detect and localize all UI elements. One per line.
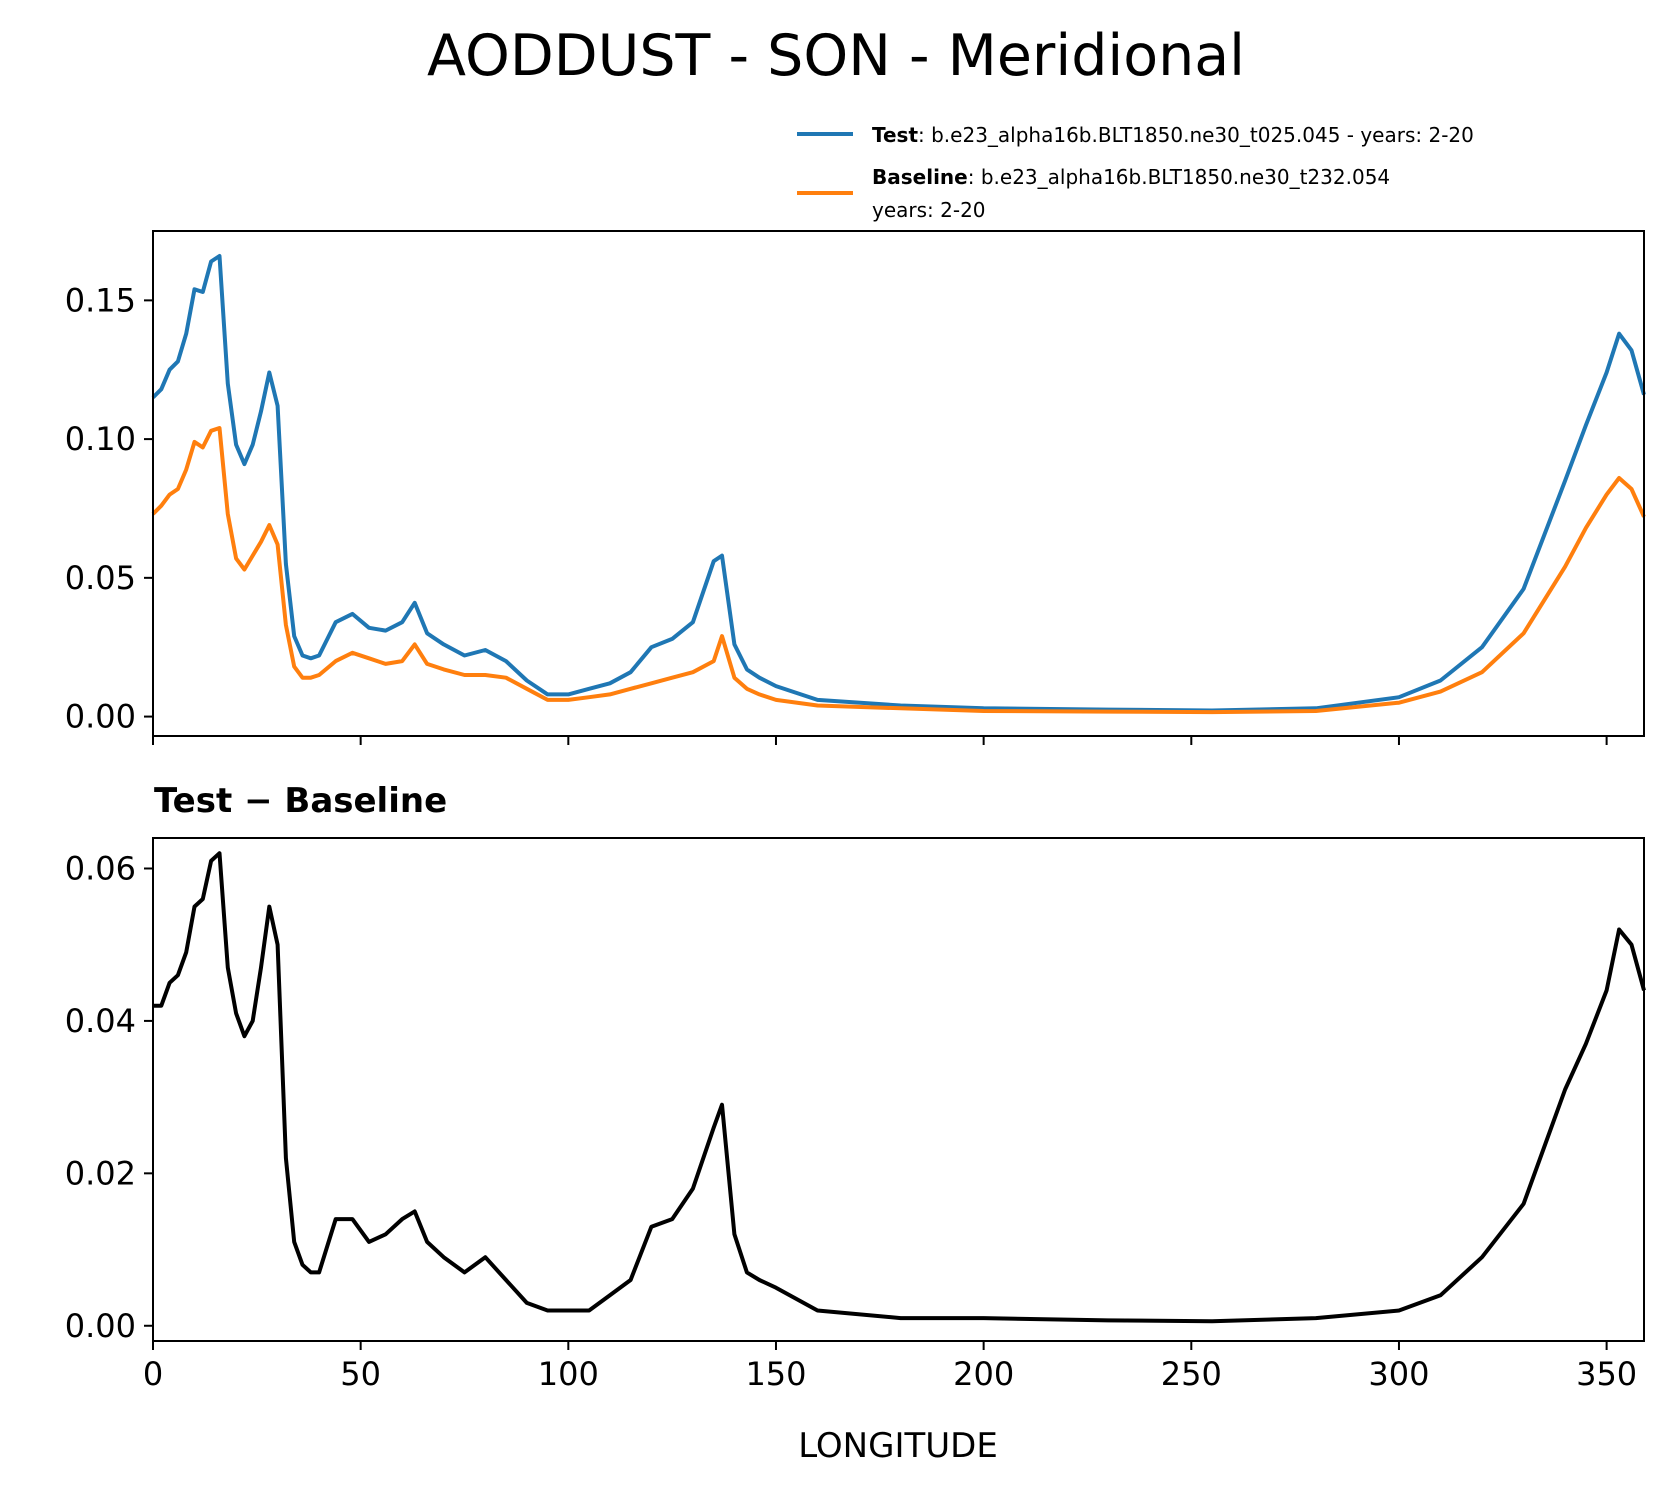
bottom-series-line-difference [153, 851, 1646, 1324]
top-series-line-test [151, 254, 1646, 713]
bottom-y-tick-label: 0.00 [65, 1307, 136, 1345]
legend-desc-test: : b.e23_alpha16b.BLT1850.ne30_t025.045 -… [918, 123, 1474, 147]
bottom-x-tick-label: 100 [538, 1355, 599, 1393]
legend-name-test: Test [872, 123, 918, 147]
bottom-plot-frame [152, 837, 1645, 1342]
figure-title: AODDUST - SON - Meridional [427, 23, 1245, 89]
top-series-line-baseline [151, 426, 1646, 715]
top-plot-frame [152, 230, 1645, 737]
diff-panel-title: Test − Baseline [154, 781, 447, 821]
bottom-x-tick-label: 200 [953, 1355, 1014, 1393]
legend-desc-baseline-line2: years: 2-20 [872, 198, 986, 222]
bottom-y-ticks: 0.00 0.02 0.04 0.06 [65, 849, 153, 1345]
bottom-x-tick-label: 250 [1161, 1355, 1222, 1393]
panel-bottom: 0.00 0.02 0.04 0.06 0 50 100 150 200 250 300 350 [65, 837, 1646, 1393]
bottom-y-tick-label: 0.04 [65, 1002, 136, 1040]
top-y-ticks: 0.00 0.05 0.10 0.15 [65, 281, 153, 736]
bottom-y-tick-label: 0.06 [65, 849, 136, 887]
svg-text:Baseline: b.e23_alpha16b.BLT18: Baseline: b.e23_alpha16b.BLT1850.ne30_t2… [872, 165, 1390, 189]
legend-name-baseline: Baseline [872, 165, 968, 189]
top-y-tick-label: 0.05 [65, 559, 136, 597]
bottom-x-ticks: 0 50 100 150 200 250 300 350 [143, 1341, 1637, 1393]
legend-desc-baseline: : b.e23_alpha16b.BLT1850.ne30_t232.054 [968, 165, 1390, 189]
top-series-lines [151, 254, 1646, 715]
bottom-x-tick-label: 50 [340, 1355, 381, 1393]
legend: Test: b.e23_alpha16b.BLT1850.ne30_t025.0… [797, 123, 1474, 222]
bottom-x-tick-label: 300 [1368, 1355, 1429, 1393]
panel-top: 0.00 0.05 0.10 0.15 [65, 230, 1646, 745]
top-y-tick-label: 0.00 [65, 698, 136, 736]
bottom-y-tick-label: 0.02 [65, 1154, 136, 1192]
bottom-series-lines [153, 851, 1646, 1324]
bottom-x-tick-label: 150 [745, 1355, 806, 1393]
x-axis-label: LONGITUDE [798, 1426, 998, 1466]
bottom-x-tick-label: 0 [143, 1355, 163, 1393]
top-y-tick-label: 0.10 [65, 420, 136, 458]
top-y-tick-label: 0.15 [65, 281, 136, 319]
top-x-ticks [152, 736, 1608, 745]
svg-text:Test: b.e23_alpha16b.BLT1850.n: Test: b.e23_alpha16b.BLT1850.ne30_t025.0… [872, 123, 1474, 147]
bottom-x-tick-label: 350 [1576, 1355, 1637, 1393]
